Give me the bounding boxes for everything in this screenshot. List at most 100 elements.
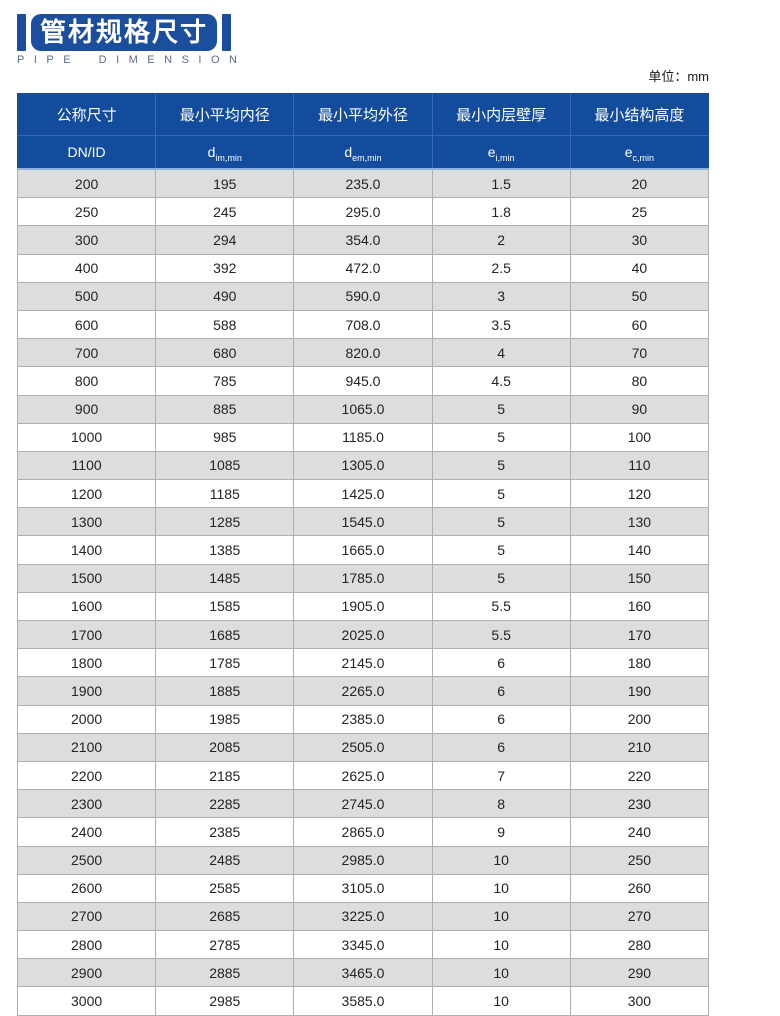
table-cell: 2085 [155,732,295,762]
column-symbol-ec-min: ec,min [569,135,710,170]
table-cell: 210 [569,732,710,762]
table-row: 1900 1885 2265.0 6 190 [16,676,710,706]
table-cell: 1285 [155,507,295,537]
title-accent-bar-left [17,14,26,51]
table-cell: 9 [431,817,571,847]
table-cell: 2000 [16,704,157,734]
table-cell: 3105.0 [293,873,433,903]
table-cell: 820.0 [293,338,433,368]
table-cell: 130 [569,507,710,537]
table-cell: 2685 [155,901,295,932]
table-cell: 20 [569,168,710,199]
table-cell: 1545.0 [293,507,433,537]
table-cell: 500 [16,281,157,311]
table-cell: 1900 [16,676,157,706]
table-cell: 1100 [16,450,157,481]
table-cell: 10 [431,901,571,932]
table-cell: 1905.0 [293,591,433,622]
table-cell: 1985 [155,704,295,734]
column-symbol-dem-min: dem,min [293,135,433,170]
table-cell: 5 [431,479,571,509]
pipe-dimension-table: 公称尺寸 最小平均内径 最小平均外径 最小内层壁厚 最小结构高度 DN/ID d… [16,93,710,1016]
table-row: 1600 1585 1905.0 5.5 160 [16,591,710,622]
table-cell: 2145.0 [293,648,433,678]
table-cell: 2985.0 [293,845,433,875]
table-cell: 250 [569,845,710,875]
table-cell: 1685 [155,619,295,650]
table-cell: 2625.0 [293,760,433,791]
table-cell: 245 [155,197,295,227]
table-row: 2400 2385 2865.0 9 240 [16,817,710,847]
unit-label: 单位：mm [648,69,709,84]
table-cell: 1700 [16,619,157,650]
table-cell: 1385 [155,535,295,565]
table-cell: 140 [569,535,710,565]
table-cell: 10 [431,930,571,960]
table-cell: 150 [569,563,710,593]
table-cell: 70 [569,338,710,368]
table-cell: 10 [431,958,571,988]
table-cell: 2865.0 [293,817,433,847]
table-cell: 5 [431,535,571,565]
table-row: 400 392 472.0 2.5 40 [16,253,710,283]
table-cell: 1305.0 [293,450,433,481]
table-cell: 295.0 [293,197,433,227]
table-cell: 2385.0 [293,704,433,734]
table-row: 2600 2585 3105.0 10 260 [16,873,710,903]
table-cell: 985 [155,422,295,452]
table-cell: 490 [155,281,295,311]
table-cell: 3345.0 [293,930,433,960]
column-symbol-dim-min: dim,min [155,135,295,170]
table-cell: 1885 [155,676,295,706]
table-cell: 2400 [16,817,157,847]
column-header-min-avg-inner-dia: 最小平均内径 [155,93,295,136]
table-cell: 2500 [16,845,157,875]
column-header-min-inner-wall: 最小内层壁厚 [431,93,571,136]
table-cell: 2600 [16,873,157,903]
table-cell: 300 [569,986,710,1016]
table-cell: 120 [569,479,710,509]
table-cell: 4 [431,338,571,368]
table-cell: 100 [569,422,710,452]
table-cell: 280 [569,930,710,960]
table-row: 200 195 235.0 1.5 20 [16,168,710,199]
table-cell: 1000 [16,422,157,452]
table-cell: 2 [431,225,571,255]
table-cell: 1585 [155,591,295,622]
table-cell: 1065.0 [293,394,433,424]
table-cell: 2885 [155,958,295,988]
table-cell: 1300 [16,507,157,537]
table-row: 1700 1685 2025.0 5.5 170 [16,619,710,650]
table-cell: 700 [16,338,157,368]
table-cell: 5 [431,394,571,424]
table-cell: 3.5 [431,309,571,340]
table-cell: 80 [569,366,710,396]
table-row: 2500 2485 2985.0 10 250 [16,845,710,875]
table-cell: 6 [431,732,571,762]
page-title-block: 管材规格尺寸 [17,14,709,51]
table-cell: 2785 [155,930,295,960]
table-row: 900 885 1065.0 5 90 [16,394,710,424]
table-row: 3000 2985 3585.0 10 300 [16,986,710,1016]
table-row: 2200 2185 2625.0 7 220 [16,760,710,791]
table-cell: 6 [431,676,571,706]
table-cell: 680 [155,338,295,368]
table-cell: 945.0 [293,366,433,396]
table-cell: 1800 [16,648,157,678]
table-cell: 2025.0 [293,619,433,650]
table-cell: 200 [16,168,157,199]
column-header-min-avg-outer-dia: 最小平均外径 [293,93,433,136]
table-cell: 30 [569,225,710,255]
table-cell: 354.0 [293,225,433,255]
table-row: 2300 2285 2745.0 8 230 [16,789,710,819]
table-cell: 1485 [155,563,295,593]
table-cell: 2185 [155,760,295,791]
page-subtitle: PIPE DIMENSION [17,54,247,66]
table-cell: 785 [155,366,295,396]
table-cell: 2985 [155,986,295,1016]
table-cell: 885 [155,394,295,424]
table-cell: 2505.0 [293,732,433,762]
table-cell: 1665.0 [293,535,433,565]
table-cell: 270 [569,901,710,932]
table-cell: 2265.0 [293,676,433,706]
